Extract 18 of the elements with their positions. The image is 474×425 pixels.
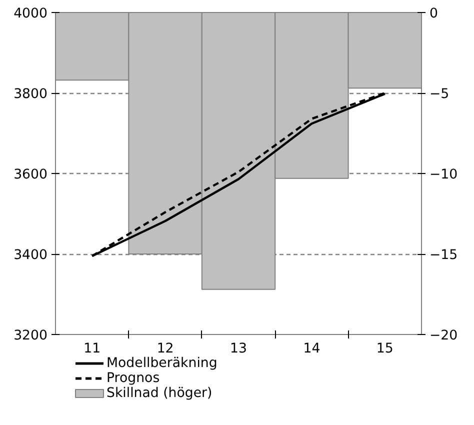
y-tick-label: 3200	[14, 328, 48, 344]
legend-label: Modellberäkning	[106, 356, 218, 371]
y2-tick-label: −15	[430, 248, 458, 263]
x-tick-label: 12	[156, 342, 174, 356]
y-tick-label: 3400	[14, 248, 48, 263]
x-tick-label: 11	[84, 342, 101, 356]
x-tick-label: 13	[230, 342, 247, 356]
legend-label: Prognos	[106, 371, 160, 386]
y-tick-label: 4000	[14, 6, 48, 22]
legend-label: Skillnad (höger)	[106, 386, 212, 401]
y-tick-label: 3800	[14, 87, 48, 102]
y2-tick-label: −5	[430, 87, 450, 102]
y2-tick-label: −10	[430, 168, 458, 182]
x-tick-label: 14	[303, 342, 320, 356]
y2-tick-label: −20	[430, 328, 458, 344]
y2-tick-label: 0	[430, 6, 438, 22]
y-tick-label: 3600	[14, 168, 48, 182]
x-tick-label: 15	[376, 342, 394, 356]
